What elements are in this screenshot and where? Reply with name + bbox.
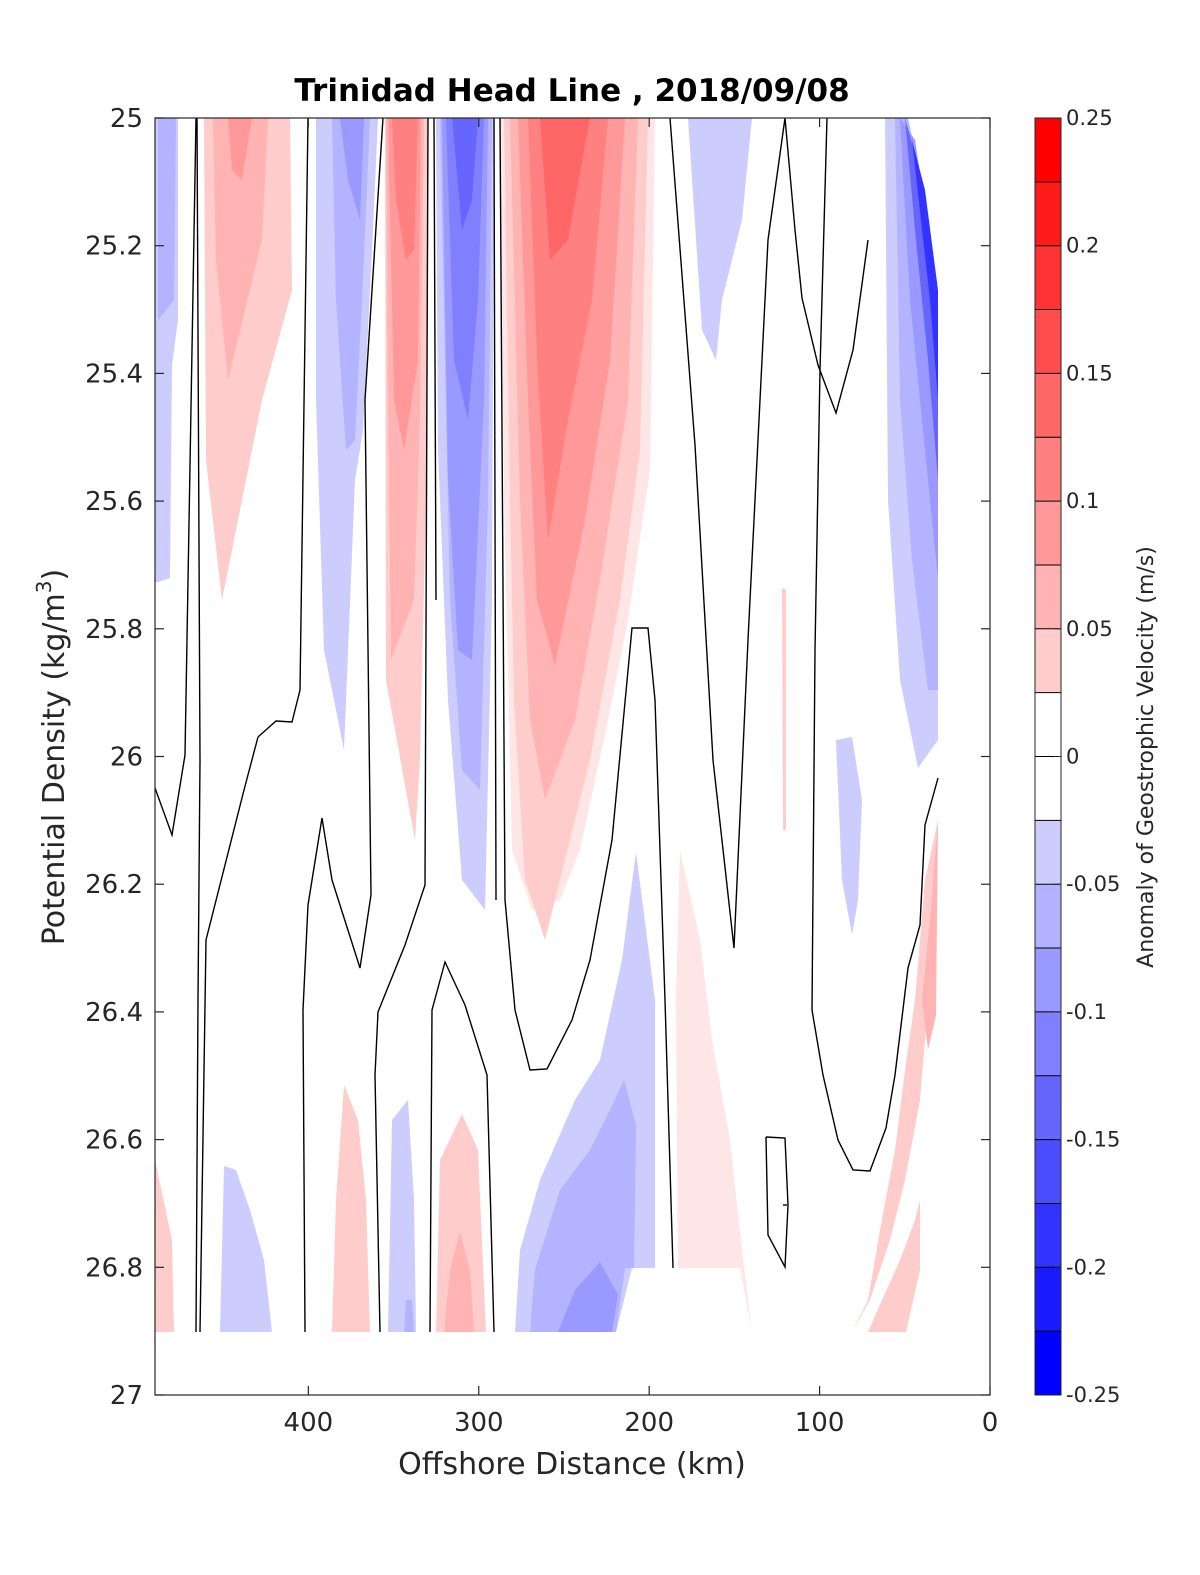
colorbar-segment [1035, 501, 1061, 566]
positive-anomaly-band [676, 850, 752, 1332]
y-tick-label: 26.4 [85, 998, 143, 1028]
y-axis-label-main: Potential Density (kg/m [37, 593, 72, 945]
y-tick-label: 27 [110, 1381, 143, 1411]
y-tick-label: 26.8 [85, 1253, 143, 1283]
positive-anomaly-band [782, 588, 786, 830]
y-tick-label: 25.8 [85, 615, 143, 645]
colorbar-segment [1035, 564, 1061, 630]
colorbar-segment [1035, 1331, 1061, 1396]
zero-contour-line [257, 118, 309, 738]
y-tick-label: 25.6 [85, 487, 143, 517]
zero-contour-line [302, 118, 384, 1333]
y-axis-label-superscript: 3 [32, 580, 56, 593]
negative-anomaly-band [836, 737, 862, 935]
colorbar-segment [1035, 628, 1061, 694]
negative-anomaly-band [340, 118, 364, 220]
zero-contour-line [155, 118, 197, 838]
colorbar-tick-label: 0.15 [1066, 361, 1113, 385]
positive-anomaly-band [155, 1160, 174, 1332]
y-axis-label-close: ) [37, 569, 72, 581]
negative-anomaly-band [220, 1166, 272, 1332]
y-tick-label: 26.2 [85, 870, 143, 900]
colorbar-segment [1035, 373, 1061, 438]
axis-ticks: 400 300 200 100 0 25 25.2 25.4 25.6 25.8 26 26.2 26.… [85, 104, 998, 1438]
negative-anomaly-band [452, 118, 478, 230]
y-tick-label: 26.6 [85, 1126, 143, 1156]
colorbar-segment [1035, 1267, 1061, 1332]
colorbar-segment [1035, 245, 1061, 311]
colorbar-segment [1035, 692, 1061, 757]
positive-anomaly-band [392, 118, 418, 260]
colorbar-tick-label: 0.2 [1066, 234, 1099, 258]
colorbar-label: Anomaly of Geostrophic Velocity (m/s) [1134, 546, 1159, 968]
filled-contours [155, 118, 938, 1332]
negative-anomaly-band [388, 1100, 416, 1332]
chart-title: Trinidad Head Line , 2018/09/08 [294, 73, 849, 109]
positive-anomaly-band [852, 820, 938, 1332]
negative-anomaly-band [158, 118, 176, 320]
zero-contour-line [811, 118, 939, 1172]
zero-contour-line [374, 118, 429, 1333]
positive-anomaly-band [228, 118, 252, 180]
positive-anomaly-band [444, 1232, 474, 1332]
x-tick-label: 300 [454, 1408, 504, 1438]
y-tick-label: 25.2 [85, 232, 143, 262]
zero-contour-line [429, 959, 495, 1333]
colorbar-segment [1035, 1075, 1061, 1141]
zero-contour-line [433, 118, 437, 601]
negative-anomaly-band [688, 118, 752, 360]
zero-contour-line [765, 1136, 789, 1270]
colorbar-tick-label: 0 [1066, 745, 1079, 769]
positive-anomaly-band [332, 1085, 370, 1332]
colorbar: 0.25 0.2 0.15 0.1 0.05 0 -0.05 -0.1 -0.15 -0.2 -0.… [1035, 106, 1120, 1407]
colorbar-segment [1035, 437, 1061, 502]
zero-contour-line [493, 118, 497, 901]
colorbar-frame [1034, 117, 1062, 1396]
negative-anomaly-band [905, 118, 938, 480]
negative-anomaly-band [530, 1080, 636, 1332]
colorbar-segment [1035, 118, 1061, 183]
colorbar-segment [1035, 1203, 1061, 1268]
y-axis-label: Potential Density (kg/m3) [32, 569, 72, 945]
colorbar-tick-label: -0.05 [1066, 872, 1120, 896]
colorbar-segment [1035, 884, 1061, 949]
colorbar-segment [1035, 181, 1061, 247]
zero-contour-line [195, 118, 201, 1333]
colorbar-segment [1035, 1139, 1061, 1204]
positive-anomaly-band [922, 820, 938, 1050]
y-tick-label: 25.4 [85, 359, 143, 389]
colorbar-tick-label: 0.05 [1066, 617, 1113, 641]
colorbar-tick-label: -0.15 [1066, 1128, 1120, 1152]
colorbar-tick-label: -0.1 [1066, 1000, 1107, 1024]
zero-contour-line [499, 118, 674, 1269]
zero-contours [155, 118, 939, 1333]
x-tick-label: 200 [624, 1408, 674, 1438]
positive-anomaly-band [540, 118, 590, 260]
positive-anomaly-band [213, 118, 268, 380]
negative-anomaly-band [404, 1300, 414, 1332]
colorbar-tick-label: 0.25 [1066, 106, 1113, 130]
colorbar-segment [1035, 948, 1061, 1013]
zero-contour-line [199, 736, 259, 1333]
zero-contour-line [669, 118, 869, 949]
colorbar-tick-label: 0.1 [1066, 489, 1099, 513]
x-axis-label: Offshore Distance (km) [398, 1447, 746, 1482]
negative-anomaly-band [912, 140, 938, 400]
y-tick-label: 26 [110, 743, 143, 773]
x-tick-label: 0 [982, 1408, 999, 1438]
negative-anomaly-band [558, 1262, 618, 1332]
negative-anomaly-band [446, 118, 484, 420]
colorbar-segment [1035, 1011, 1061, 1077]
colorbar-segment [1035, 309, 1061, 374]
colorbar-segment [1035, 820, 1061, 885]
x-tick-label: 400 [284, 1408, 334, 1438]
positive-anomaly-band [436, 1114, 486, 1332]
colorbar-tick-label: -0.2 [1066, 1255, 1107, 1279]
colorbar-segment [1035, 756, 1061, 821]
x-tick-label: 100 [795, 1408, 845, 1438]
positive-anomaly-band [868, 1200, 920, 1332]
y-tick-label: 25 [110, 104, 143, 134]
colorbar-tick-label: -0.25 [1066, 1383, 1120, 1407]
